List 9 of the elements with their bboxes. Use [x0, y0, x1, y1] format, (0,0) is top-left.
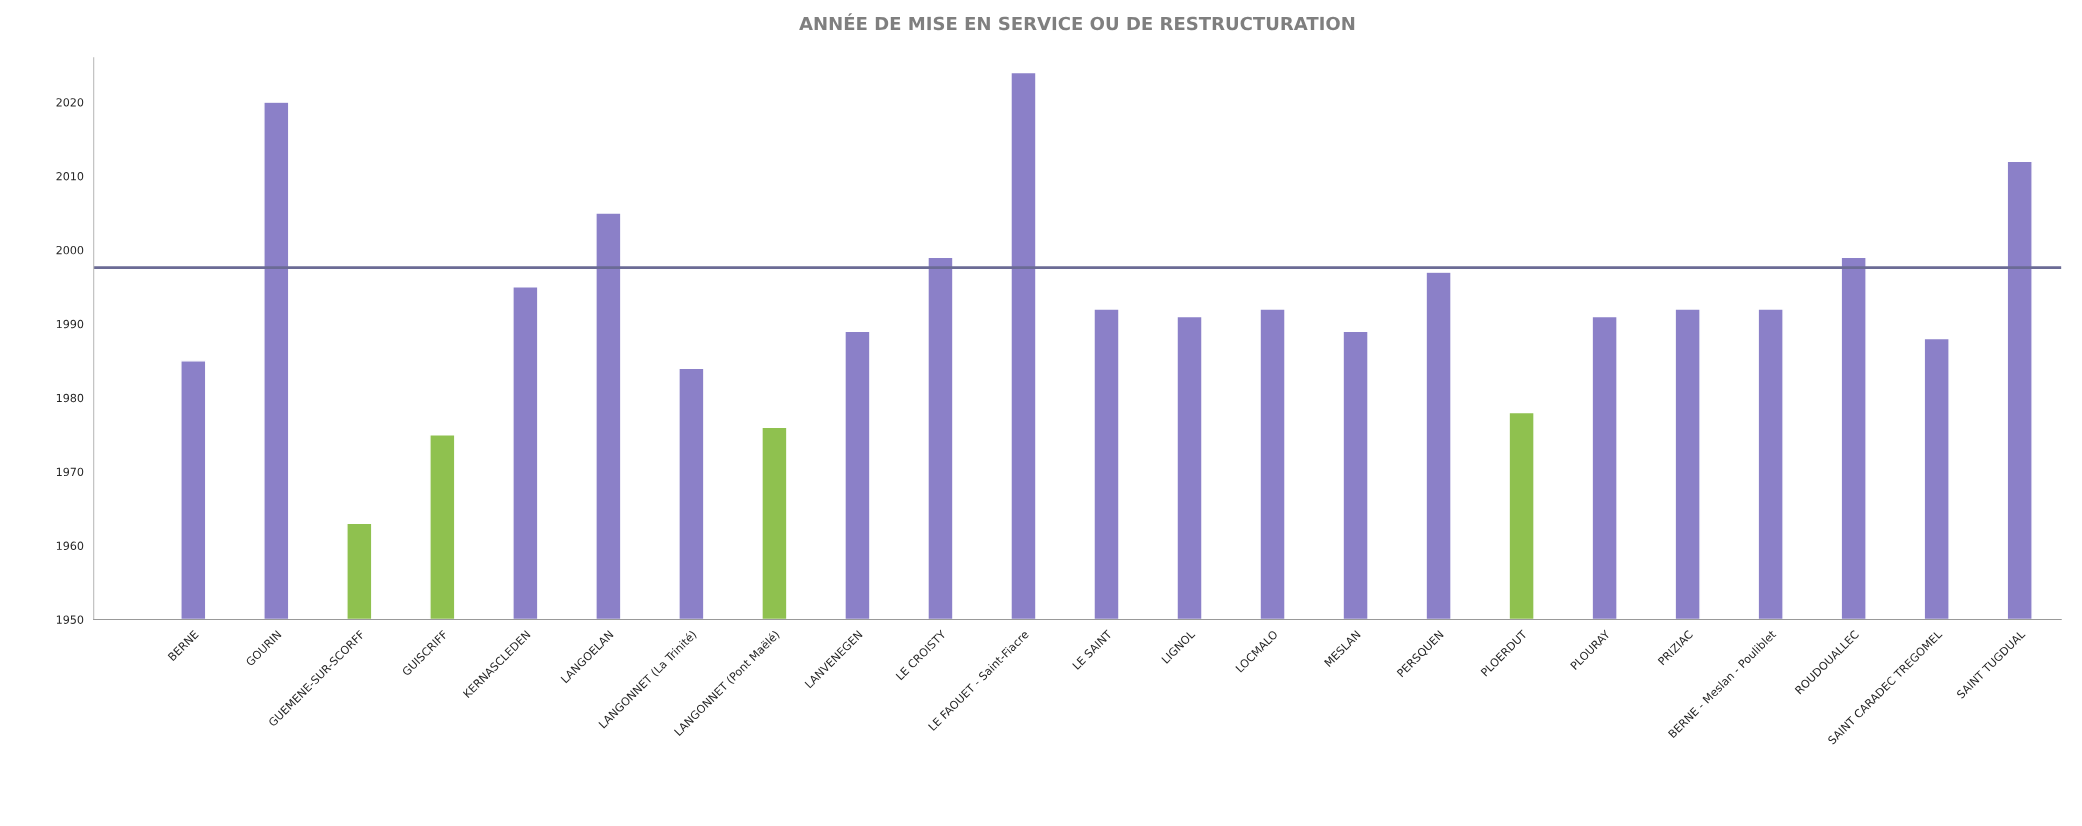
y-tick-label: 1950 — [56, 615, 84, 624]
y-tick-label: 2000 — [56, 245, 84, 255]
y-tick-label: 1980 — [56, 393, 84, 403]
chart-title: ANNÉE DE MISE EN SERVICE OU DE RESTRUCTURATION — [799, 13, 1355, 31]
y-tick-label: 2020 — [56, 98, 84, 107]
y-tick-label: 1970 — [56, 467, 84, 477]
y-tick-label: 2010 — [56, 172, 84, 181]
y-tick-label: 1960 — [56, 541, 84, 550]
y-tick-label: 1990 — [56, 319, 84, 329]
